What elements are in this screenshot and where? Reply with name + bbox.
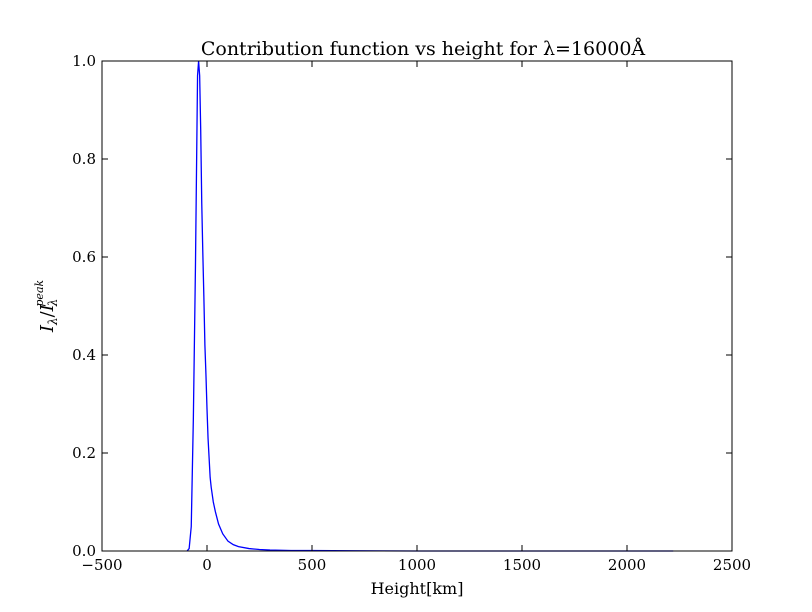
plot-frame [101,60,733,552]
x-tick-label: 0 [202,556,212,574]
y-label-slash: / [37,310,58,317]
y-tick-label: 0.0 [72,542,96,560]
svg-text:Iλ/Iλpeak: Iλ/Iλpeak [33,280,60,334]
y-tick-label: 0.2 [72,444,96,462]
x-tick-label: 500 [298,556,327,574]
y-axis-label: Iλ/Iλpeak [33,280,60,334]
y-label-main: I [37,324,58,333]
y-tick-label: 0.8 [72,150,96,168]
ticks-layer: −500 0 500 1000 1500 2000 2500 0.0 0.2 0.4 0.6 0.8 1… [72,52,751,574]
plot-background [102,61,732,551]
x-axis-label: Height[km] [371,579,464,598]
x-tick-label: 1000 [398,556,436,574]
x-tick-label: 2500 [713,556,751,574]
x-tick-label: 1500 [503,556,541,574]
y-tick-label: 0.6 [72,248,96,266]
plot-area: −500 0 500 1000 1500 2000 2500 0.0 0.2 0.4 0.6 0.8 1… [72,52,751,574]
y-label-sup2: peak [33,280,46,307]
chart-title: Contribution function vs height for λ=16… [201,38,646,60]
y-label-main2: I [37,303,58,312]
y-tick-label: 1.0 [72,52,96,70]
x-tick-label: −500 [81,556,122,574]
y-label-sub2: λ [46,299,60,308]
y-label-sub1: λ [46,317,60,326]
x-tick-label: 2000 [608,556,646,574]
y-tick-label: 0.4 [72,346,96,364]
